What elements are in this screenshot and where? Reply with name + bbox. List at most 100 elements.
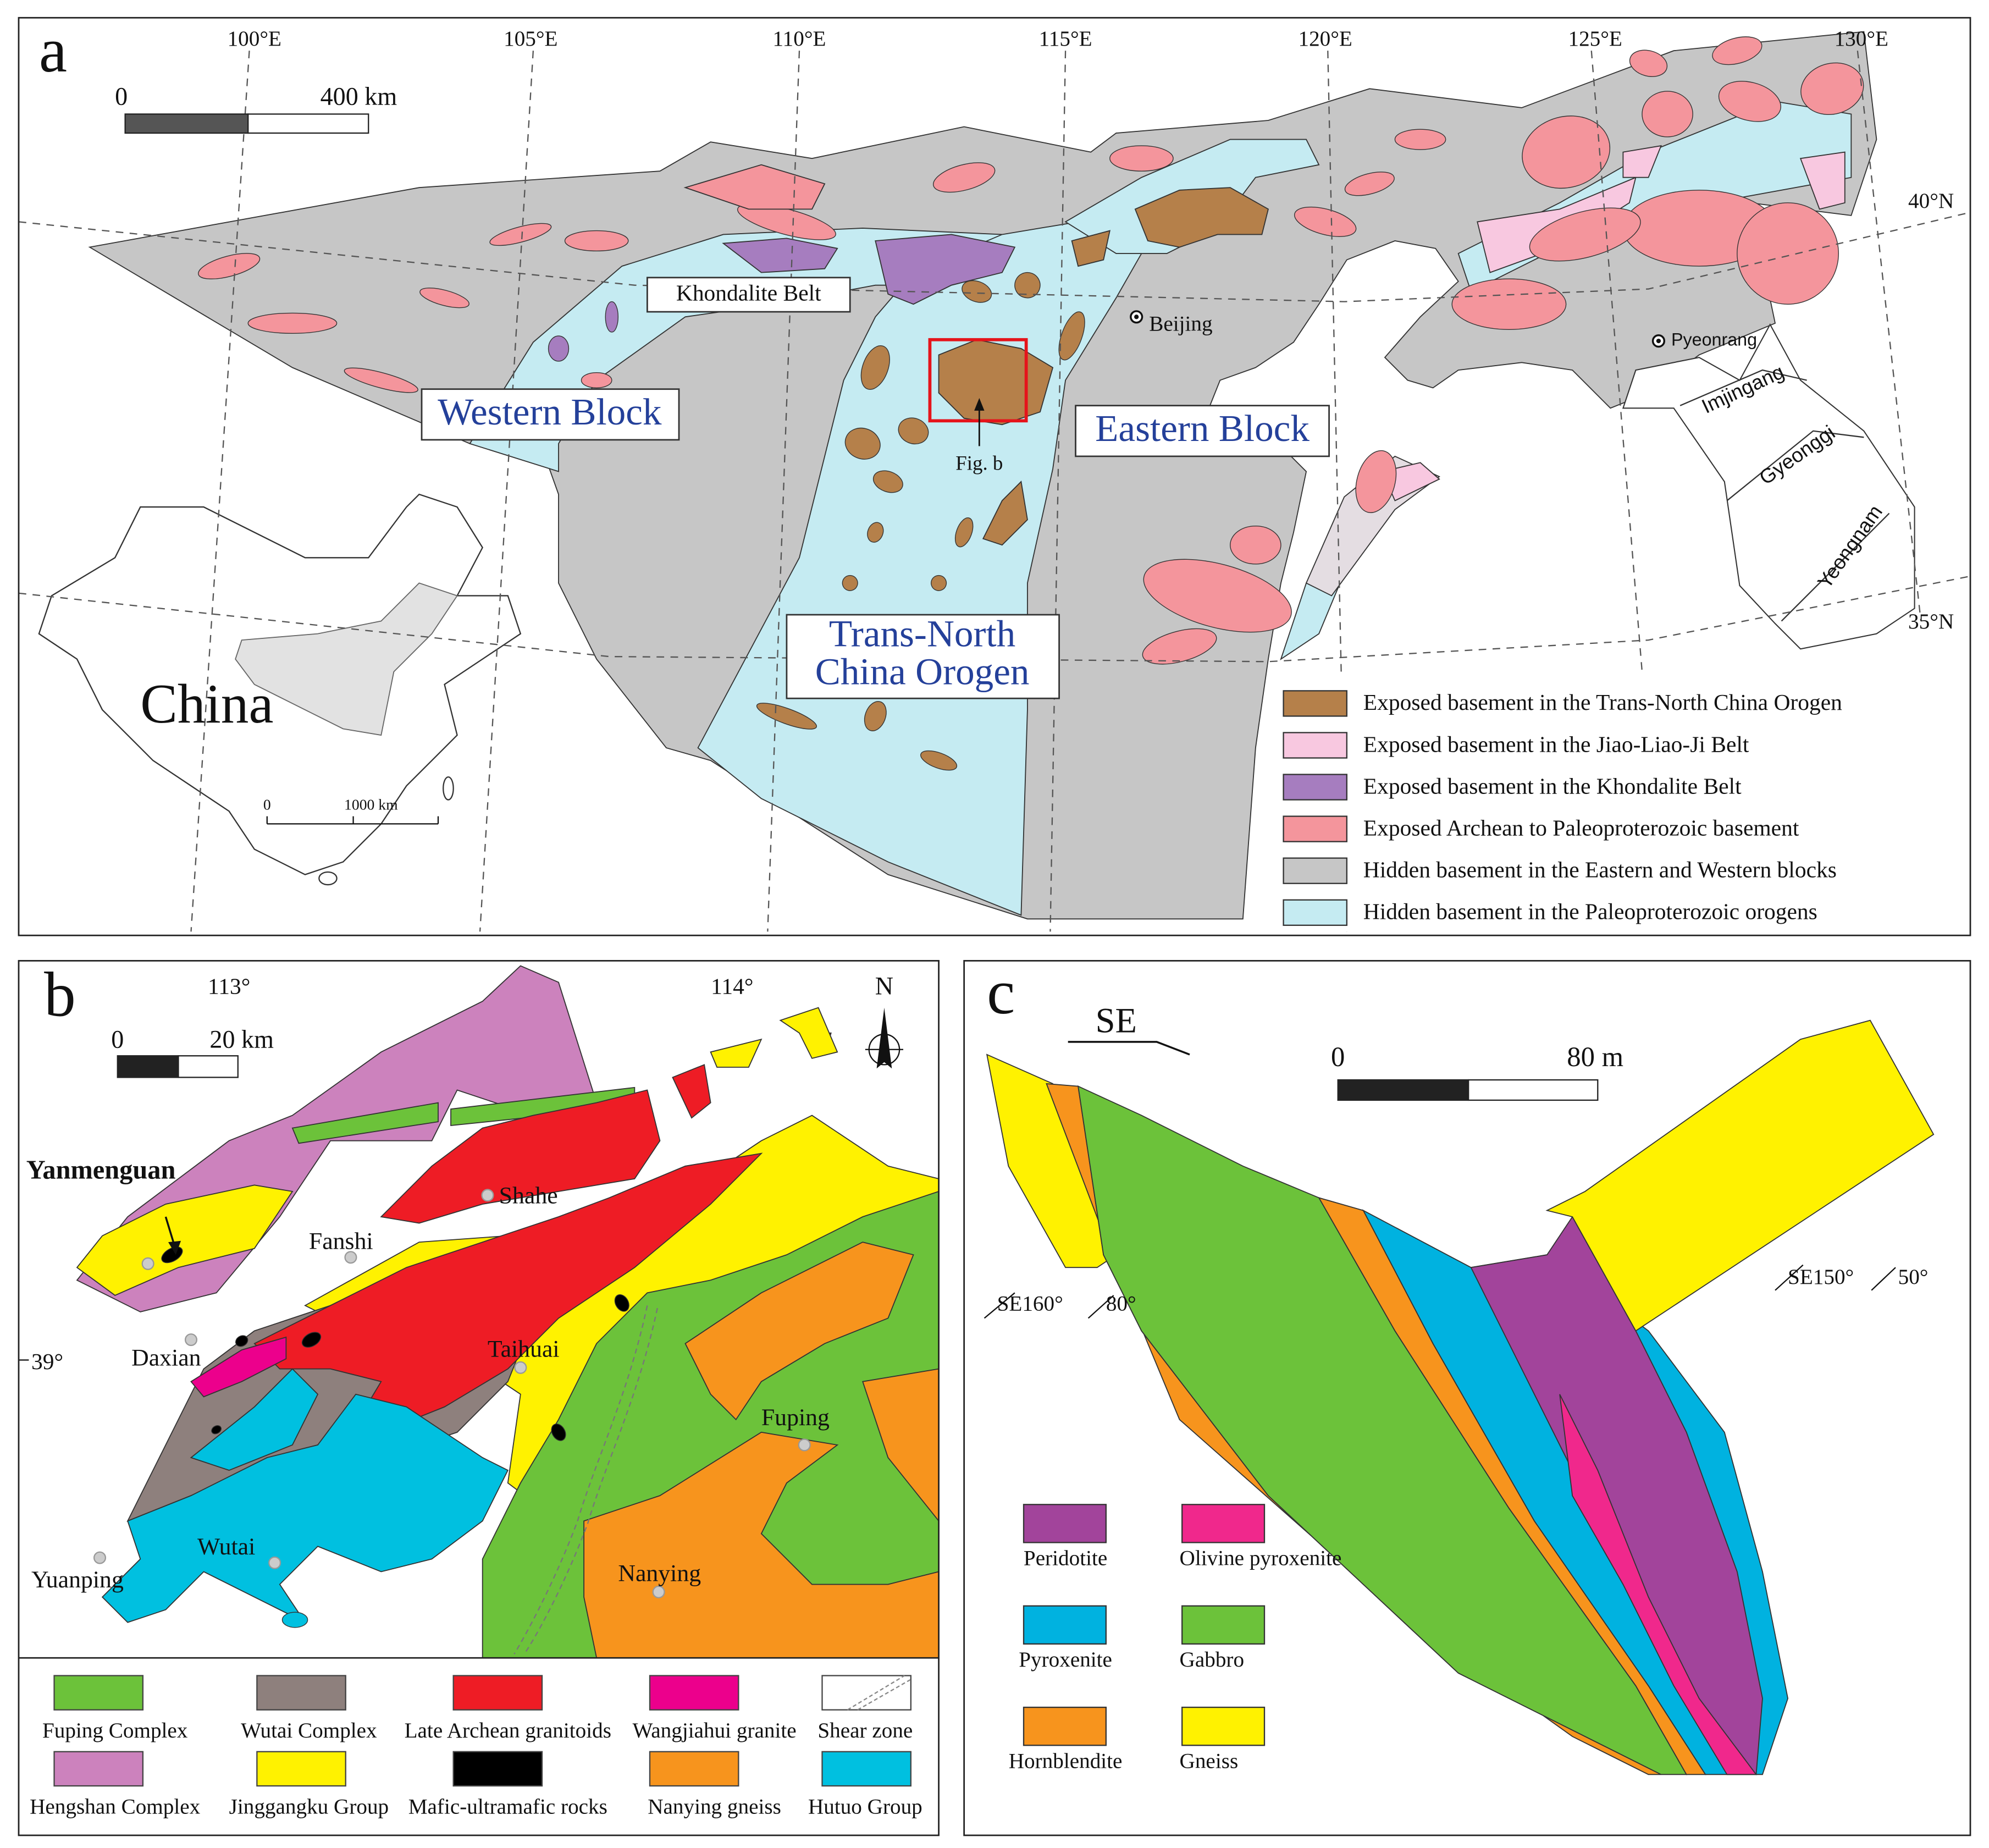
- dip-symbol: [984, 1292, 1015, 1319]
- panel-a-overlay: a 100°E 105°E 110°E 115°E 120°E 125°E 13…: [18, 15, 1968, 932]
- legend-label: Peridotite: [1024, 1547, 1107, 1570]
- mafic-ultramafic-rocks: [614, 1294, 629, 1312]
- legend-swatch: [821, 1675, 912, 1711]
- tnco-basement: [872, 470, 903, 493]
- place-label: Shahe: [499, 1182, 558, 1209]
- legend-label: Gabbro: [1180, 1648, 1244, 1672]
- meridian: [767, 51, 800, 932]
- panel-a-shapes: [38, 31, 1915, 920]
- khondalite-basement: [722, 238, 838, 273]
- dip-symbol: [1775, 1264, 1804, 1291]
- inset-label: China: [140, 673, 273, 735]
- place-label: Fuping: [761, 1404, 830, 1431]
- label-box: [1075, 405, 1330, 457]
- direction-label: SE: [1096, 1000, 1137, 1040]
- place-marker: [481, 1189, 494, 1202]
- north-label: N: [875, 972, 893, 1000]
- legend-hatch: [857, 1679, 911, 1711]
- legend-swatch: [1283, 690, 1348, 717]
- tnco-basement: [982, 481, 1028, 546]
- belt-boundary: [1781, 512, 1890, 622]
- longitude-label: 125°E: [1568, 27, 1622, 51]
- scale-end: 80 m: [1567, 1041, 1623, 1072]
- legend-label: Wutai Complex: [241, 1719, 377, 1742]
- block-label: China Orogen: [815, 650, 1030, 693]
- archean-basement: [581, 372, 612, 389]
- longitude-label: 130°E: [1835, 27, 1888, 51]
- panel-c-overlay: c SE 0 80 m SE160° 80° SE150° 50°: [984, 957, 1929, 1319]
- dip-direction: SE160°: [997, 1292, 1063, 1315]
- longitude-label: 110°E: [773, 27, 826, 51]
- panel-label: b: [44, 959, 76, 1030]
- legend-label: Hidden basement in the Paleoproterozoic …: [1363, 899, 1817, 924]
- longitude-label: 113°: [208, 974, 250, 999]
- legend-label: Exposed basement in the Trans-North Chin…: [1363, 689, 1842, 715]
- scale-bar-dark: [117, 1055, 179, 1078]
- archean-basement: [1529, 207, 1641, 262]
- arrow: [164, 1216, 176, 1246]
- legend-swatch: [452, 1751, 543, 1787]
- belt-label: Khondalite Belt: [676, 280, 821, 306]
- legend-label: Wangjiahui granite: [632, 1719, 796, 1742]
- place-label: Taihuai: [488, 1336, 560, 1362]
- archean-basement: [932, 162, 996, 193]
- legend-label: Exposed basement in the Jiao-Liao-Ji Bel…: [1363, 731, 1749, 757]
- archean-basement: [1522, 115, 1611, 189]
- legend-label: Late Archean granitoids: [405, 1719, 611, 1742]
- legend-background: [1274, 671, 1965, 932]
- mafic-ultramafic-rocks: [211, 1425, 222, 1435]
- legend-swatch: [53, 1751, 144, 1787]
- olivine-pyroxenite: [1559, 1394, 1758, 1775]
- belt-boundary: [1726, 430, 1864, 501]
- longitude-label: 100°E: [228, 27, 281, 51]
- legend-label: Pyroxenite: [1019, 1648, 1112, 1672]
- archean-basement: [344, 367, 418, 393]
- place-marker: [514, 1361, 527, 1374]
- shear-zone: [523, 1308, 658, 1654]
- legend-swatch: [1283, 732, 1348, 759]
- legend-swatch: [1181, 1605, 1266, 1645]
- gneiss: [1545, 1019, 1935, 1332]
- dip-direction: SE150°: [1788, 1265, 1854, 1289]
- tnco-basement: [860, 345, 890, 390]
- legend-label: Jinggangku Group: [229, 1795, 389, 1819]
- place-label: Beijing: [1149, 312, 1212, 335]
- panel-a-frame: [18, 16, 1971, 936]
- place-marker: [798, 1438, 811, 1452]
- fuping-complex: [291, 1102, 439, 1144]
- dip-symbol: [1087, 1295, 1114, 1319]
- legend-label: Shear zone: [817, 1719, 913, 1742]
- dip-angle: 80°: [1106, 1292, 1136, 1315]
- nanying-gneiss: [684, 1242, 914, 1421]
- archean-basement: [1629, 49, 1668, 77]
- archean-basement: [1355, 450, 1397, 514]
- dip-angle: 50°: [1898, 1265, 1929, 1289]
- archean-basement: [1142, 628, 1217, 665]
- legend-a: Exposed basement in the Trans-North Chin…: [1274, 671, 1965, 932]
- tnco-basement: [938, 339, 1054, 426]
- inset-scale-start: 0: [263, 796, 271, 813]
- legend-swatch: [1181, 1706, 1266, 1746]
- place-markers: [93, 1189, 811, 1598]
- meridian: [1327, 51, 1348, 932]
- archean-basement: [1143, 559, 1292, 633]
- legend-swatch: [821, 1751, 912, 1787]
- jinggangku-group: [710, 1038, 763, 1068]
- place-label: Fanshi: [309, 1228, 373, 1254]
- shear-zone: [513, 1305, 648, 1654]
- legend-label: Nanying gneiss: [648, 1795, 781, 1819]
- late-archean-granitoids: [672, 1064, 711, 1119]
- longitude-label: 120°E: [1298, 27, 1352, 51]
- place-marker: [141, 1257, 154, 1270]
- archean-basement: [1451, 278, 1567, 330]
- latitude-label: 39°: [31, 1349, 63, 1374]
- place-label: Daxian: [131, 1345, 201, 1371]
- mafic-ultramafic-rocks: [235, 1335, 248, 1347]
- label-box: [786, 614, 1060, 699]
- archean-basement: [564, 230, 629, 252]
- legend-label: Olivine pyroxenite: [1180, 1547, 1342, 1570]
- legend-b: Fuping Complex Wutai Complex Late Archean …: [30, 1675, 922, 1819]
- scale-end: 400 km: [321, 82, 397, 110]
- tnco-basement: [1058, 311, 1085, 361]
